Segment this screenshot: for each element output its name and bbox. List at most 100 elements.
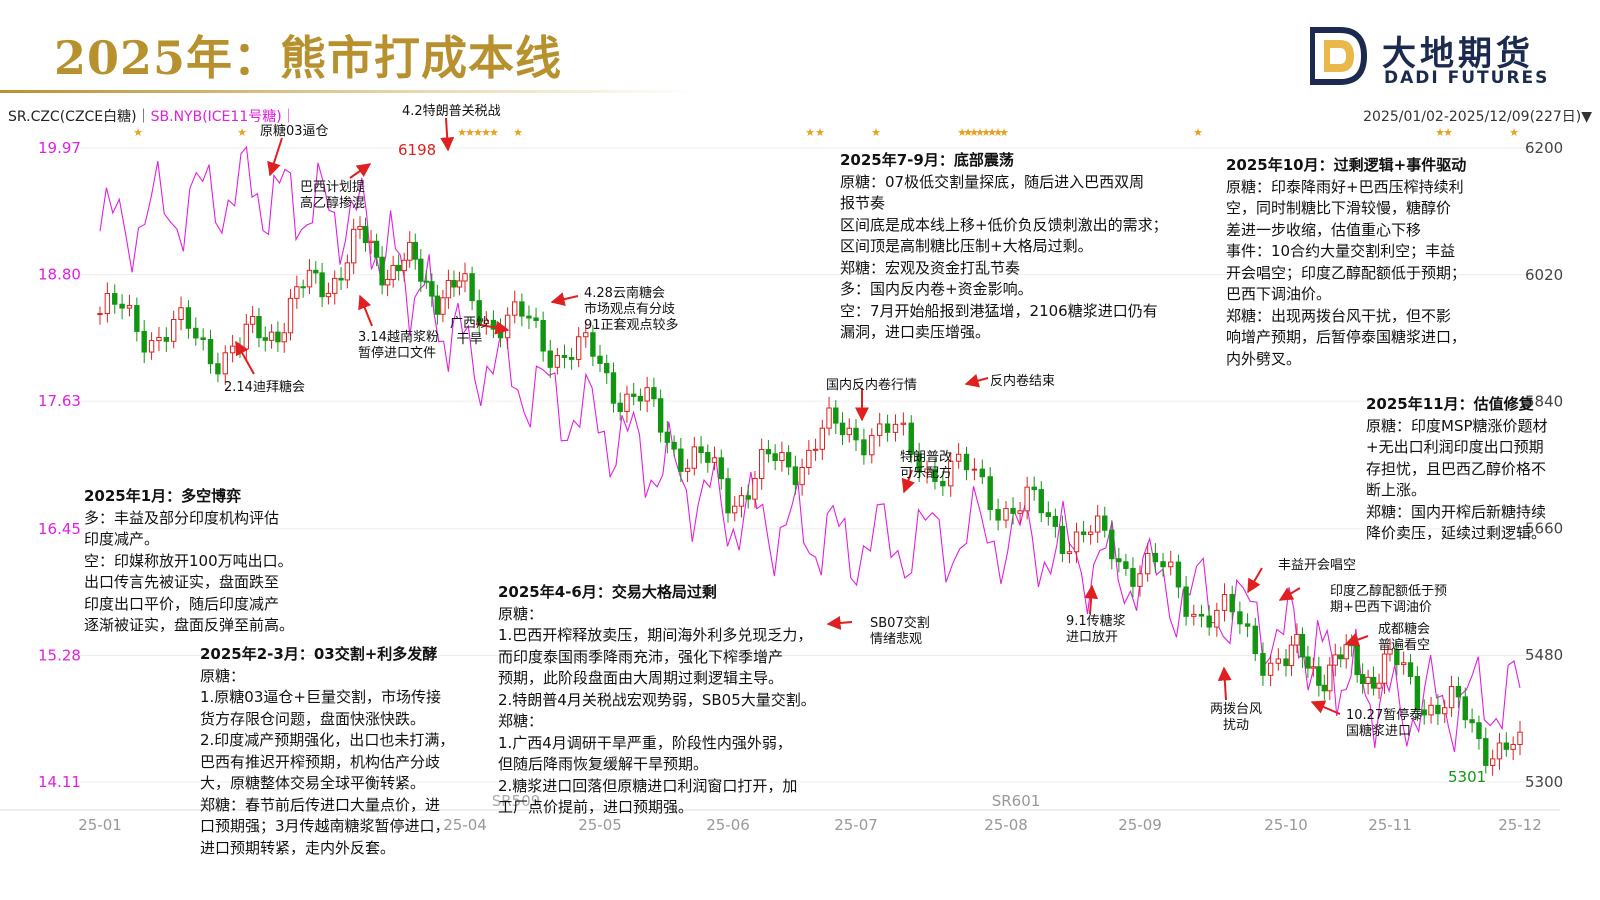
candle-body: [1275, 658, 1282, 664]
box-line: 印度出口平价，随后印度减产: [84, 594, 280, 613]
candle-body: [861, 439, 867, 456]
candle-body: [916, 453, 922, 473]
candle-body: [300, 286, 306, 289]
date-range[interactable]: 2025/01/02-2025/12/09(227日)▼: [1363, 109, 1592, 125]
candle-body: [119, 303, 125, 309]
candle-body: [1003, 508, 1009, 521]
box-line: 2.糖浆进口回落但原糖进口利润窗口打开，加: [498, 776, 798, 795]
candle-body: [971, 468, 978, 471]
candle-body: [630, 393, 637, 397]
candle-body: [1229, 594, 1235, 613]
candle-body: [691, 446, 698, 469]
candle-body: [1442, 707, 1448, 715]
low-price-label: 5301: [1448, 768, 1486, 786]
candle-body: [483, 319, 490, 325]
box-line: 货方存限仓问题，盘面快涨快跌。: [200, 709, 426, 728]
candle-body: [1310, 666, 1317, 669]
box-line: 1.原糖03逼仓+巨量交割，市场传接: [200, 688, 441, 706]
left-tick-label: 19.97: [38, 139, 81, 157]
candle-body: [1469, 719, 1475, 724]
candle-body: [1175, 561, 1182, 588]
box-line: 断上涨。: [1366, 481, 1427, 499]
box-nov: 2025年11月：估值修复 原糖：印度MSP糖涨价题材 +无出口利润印度出口预期…: [1366, 394, 1548, 545]
candle-body: [995, 509, 1001, 521]
event-arrow: [901, 469, 915, 494]
x-tick-label: 25-06: [706, 816, 750, 834]
candle-body: [526, 315, 532, 319]
annotation-4: 3.14越南浆粉 暂停进口文件: [358, 330, 439, 361]
candle-body: [1144, 552, 1151, 575]
candle-body: [610, 372, 617, 404]
candle-body: [1435, 704, 1441, 715]
candle-body: [1338, 654, 1344, 660]
box-apr-jun: 2025年4-6月：交易大格局过剩 原糖： 1.巴西开榨释放卖压，期间海外利多兑…: [498, 582, 816, 819]
event-arrow: [1247, 567, 1263, 594]
box-line: 空，同时制糖比下滑较慢，糖醇价: [1226, 199, 1452, 217]
box-line: 原糖：印度MSP糖涨价题材: [1366, 416, 1548, 435]
star-marker: ★: [1193, 126, 1203, 139]
star-marker: ★: [465, 126, 475, 139]
box-line: 多：丰益及部分印度机构评估: [84, 508, 280, 527]
star-marker: ★: [975, 126, 985, 139]
box-line: 郑糖：宏观及资金打乱节奏: [840, 258, 1021, 277]
box-line: 大，原糖整体交易全球平衡转紧。: [200, 774, 426, 792]
candle-body: [1299, 633, 1306, 658]
candle-body: [1191, 613, 1197, 617]
candle-body: [671, 441, 677, 450]
candle-body: [350, 228, 357, 264]
candle-body: [547, 350, 553, 368]
candle-body: [512, 301, 518, 316]
candle-body: [1080, 531, 1087, 535]
candle-body: [1152, 552, 1159, 563]
event-arrow: [475, 320, 510, 335]
box-line: +无出口利润印度出口预期: [1366, 438, 1544, 456]
candle-body: [853, 427, 859, 441]
candle-body: [884, 423, 891, 433]
candle-body: [1168, 561, 1174, 568]
box-line: 存担忧，且巴西乙醇价格不: [1366, 459, 1547, 478]
box-line: 区间顶是高制糖比压制+大格局过剩。: [840, 237, 1093, 255]
candle-body: [156, 337, 162, 342]
candle-body: [1489, 758, 1496, 766]
annotation-9: 反内卷结束: [990, 374, 1056, 389]
x-tick-label: 25-08: [984, 816, 1028, 834]
candle-body: [1400, 662, 1407, 666]
high-price-label: 6198: [398, 141, 436, 159]
annotation-14: 印度乙醇配额低于预 期+巴西下调油价: [1330, 584, 1448, 615]
candle-body: [434, 295, 441, 315]
candle-body: [900, 422, 907, 425]
candle-body: [1359, 674, 1366, 685]
box-line: 逐渐被证实，盘面反弹至前高。: [84, 616, 295, 634]
candle-body: [979, 468, 986, 478]
x-tick-label: 25-09: [1118, 816, 1162, 834]
candle-body: [1448, 686, 1455, 709]
annotation-1: 原糖03逼仓: [260, 124, 329, 139]
candle-body: [908, 422, 914, 455]
candle-body: [792, 466, 799, 486]
candle-body: [1024, 486, 1030, 512]
candle-body: [1343, 644, 1349, 660]
candle-body: [738, 495, 745, 507]
candle-body: [281, 332, 287, 343]
candle-body: [812, 448, 819, 451]
candle-body: [126, 305, 133, 309]
x-tick-label: 25-12: [1498, 816, 1542, 834]
box-line: 巴西下调油价。: [1226, 285, 1332, 303]
candle-body: [401, 259, 407, 272]
candle-body: [554, 354, 561, 368]
candle-body: [1476, 722, 1482, 740]
star-marker: ★: [963, 126, 973, 139]
candle-body: [1370, 676, 1377, 689]
candle-body: [1073, 531, 1080, 553]
candle-body: [325, 292, 332, 298]
candle-body: [745, 495, 751, 500]
candle-body: [806, 449, 812, 468]
box-line: 原糖：印泰降雨好+巴西压榨持续利: [1226, 177, 1464, 196]
candle-body: [765, 449, 772, 455]
candle-body: [819, 427, 826, 450]
box-line: 工厂点价提前，进口预期强。: [498, 798, 694, 816]
box-oct-title: 2025年10月：过剩逻辑+事件驱动: [1226, 156, 1467, 174]
candle-body: [112, 293, 118, 305]
candle-body: [338, 277, 344, 281]
candle-body: [1283, 658, 1289, 667]
